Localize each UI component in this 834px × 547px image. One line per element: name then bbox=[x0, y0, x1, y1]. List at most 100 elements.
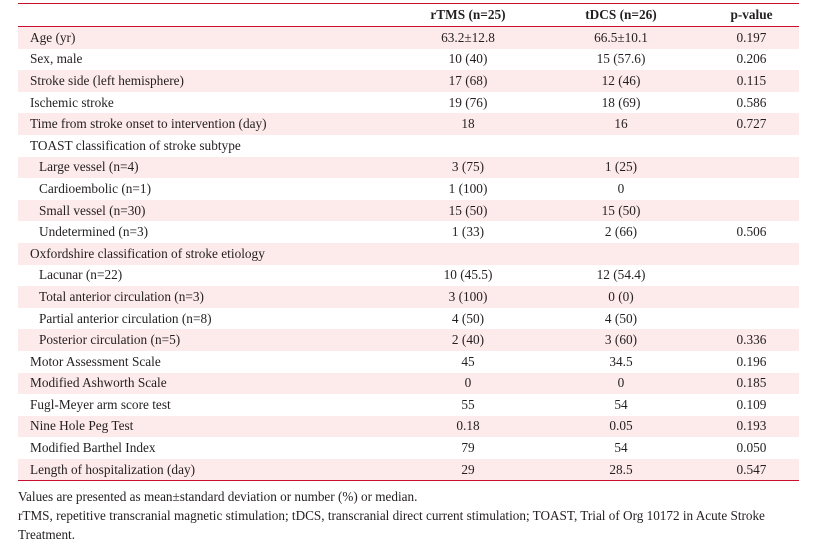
cell-rtms: 29 bbox=[461, 461, 475, 477]
baseline-characteristics-table: rTMS (n=25) tDCS (n=26) p-value Age (yr)… bbox=[18, 3, 799, 481]
cell-tdcs: 1 (25) bbox=[604, 159, 638, 175]
cell-rtms: 63.2±12.8 bbox=[441, 29, 495, 45]
cell-tdcs: 12 (46) bbox=[601, 72, 641, 88]
cell-p-value bbox=[684, 178, 799, 200]
cell-tdcs: 54 bbox=[614, 396, 628, 412]
cell-tdcs: 4 (50) bbox=[604, 310, 638, 326]
cell-p-value: 0.197 bbox=[736, 29, 767, 45]
table-row: Motor Assessment Scale 45 34.5 0.196 bbox=[18, 350, 799, 373]
cell-p-value: 0.109 bbox=[736, 396, 767, 412]
cell-tdcs: 54 bbox=[614, 440, 628, 456]
row-label: Total anterior circulation (n=3) bbox=[39, 288, 204, 304]
cell-rtms: 3 (100) bbox=[448, 288, 488, 304]
cell-p-value bbox=[684, 135, 799, 157]
row-label: Fugl-Meyer arm score test bbox=[30, 396, 171, 412]
cell-p-value: 0.547 bbox=[736, 461, 767, 477]
row-label: Large vessel (n=4) bbox=[39, 159, 139, 175]
cell-tdcs: 18 (69) bbox=[601, 94, 641, 110]
cell-tdcs: 0 bbox=[617, 375, 625, 391]
cell-rtms: 0 bbox=[464, 375, 472, 391]
cell-p-value bbox=[684, 157, 799, 179]
table-row: Oxfordshire classification of stroke eti… bbox=[18, 242, 799, 265]
cell-tdcs: 0 (0) bbox=[608, 288, 634, 304]
row-label: Undetermined (n=3) bbox=[39, 224, 149, 240]
table-row: Sex, male 10 (40) 15 (57.6) 0.206 bbox=[18, 48, 799, 71]
row-label: Length of hospitalization (day) bbox=[30, 461, 196, 477]
cell-rtms bbox=[366, 135, 534, 157]
cell-p-value bbox=[684, 200, 799, 222]
table-row: Total anterior circulation (n=3) 3 (100) 0… bbox=[18, 286, 799, 308]
table-row: Undetermined (n=3) 1 (33) 2 (66) 0.506 bbox=[18, 221, 799, 243]
cell-p-value: 0.196 bbox=[736, 353, 767, 369]
table-row: Ischemic stroke 19 (76) 18 (69) 0.586 bbox=[18, 91, 799, 114]
cell-rtms: 3 (75) bbox=[451, 159, 485, 175]
row-label: Age (yr) bbox=[30, 29, 76, 45]
cell-rtms: 15 (50) bbox=[448, 202, 488, 218]
cell-rtms: 17 (68) bbox=[448, 72, 488, 88]
cell-p-value bbox=[684, 286, 799, 308]
cell-rtms: 1 (33) bbox=[451, 224, 485, 240]
table-row: Posterior circulation (n=5) 2 (40) 3 (60) 0… bbox=[18, 329, 799, 351]
header-p-value: p-value bbox=[730, 7, 773, 22]
table-row: Modified Ashworth Scale 0 0 0.185 bbox=[18, 372, 799, 395]
cell-rtms: 19 (76) bbox=[448, 94, 488, 110]
cell-tdcs: 12 (54.4) bbox=[596, 267, 646, 283]
cell-rtms: 79 bbox=[461, 440, 475, 456]
row-label: Nine Hole Peg Test bbox=[30, 418, 134, 434]
cell-p-value: 0.727 bbox=[736, 116, 767, 132]
footnote-values: Values are presented as mean±standard de… bbox=[18, 489, 418, 504]
row-label: Partial anterior circulation (n=8) bbox=[39, 310, 212, 326]
table-body: Age (yr) 63.2±12.8 66.5±10.1 0.197 Sex, male… bbox=[18, 26, 799, 481]
header-row: rTMS (n=25) tDCS (n=26) p-value bbox=[18, 3, 799, 27]
cell-tdcs: 0.05 bbox=[609, 418, 633, 434]
cell-p-value: 0.586 bbox=[736, 94, 767, 110]
table-row: Age (yr) 63.2±12.8 66.5±10.1 0.197 bbox=[18, 26, 799, 49]
cell-tdcs: 15 (57.6) bbox=[596, 51, 646, 67]
cell-tdcs bbox=[534, 135, 684, 157]
table-header: rTMS (n=25) tDCS (n=26) p-value bbox=[18, 3, 799, 27]
row-label: Oxfordshire classification of stroke eti… bbox=[30, 245, 265, 261]
row-label: Lacunar (n=22) bbox=[39, 267, 123, 283]
table-row: Nine Hole Peg Test 0.18 0.05 0.193 bbox=[18, 415, 799, 438]
row-label: Motor Assessment Scale bbox=[30, 353, 161, 369]
cell-tdcs bbox=[534, 243, 684, 265]
row-label: Time from stroke onset to intervention (… bbox=[30, 116, 267, 132]
cell-tdcs: 15 (50) bbox=[601, 202, 641, 218]
table-footnotes: Values are presented as mean±standard de… bbox=[18, 487, 818, 544]
cell-p-value: 0.050 bbox=[736, 440, 767, 456]
cell-rtms: 0.18 bbox=[456, 418, 480, 434]
table-row: Length of hospitalization (day) 29 28.5 0.5… bbox=[18, 458, 799, 481]
table-row: Large vessel (n=4) 3 (75) 1 (25) bbox=[18, 156, 799, 179]
header-tdcs: tDCS (n=26) bbox=[585, 7, 657, 22]
cell-tdcs: 66.5±10.1 bbox=[594, 29, 648, 45]
row-label: Ischemic stroke bbox=[30, 94, 114, 110]
row-label: Sex, male bbox=[30, 51, 83, 67]
cell-tdcs: 28.5 bbox=[609, 461, 633, 477]
cell-tdcs: 34.5 bbox=[609, 353, 633, 369]
row-label: Modified Ashworth Scale bbox=[30, 375, 167, 391]
table-row: Modified Barthel Index 79 54 0.050 bbox=[18, 437, 799, 459]
table-row: Cardioembolic (n=1) 1 (100) 0 bbox=[18, 178, 799, 200]
cell-p-value: 0.336 bbox=[736, 332, 767, 348]
cell-tdcs: 16 bbox=[614, 116, 628, 132]
cell-p-value: 0.185 bbox=[736, 375, 767, 391]
row-label: Small vessel (n=30) bbox=[39, 202, 146, 218]
cell-rtms: 10 (40) bbox=[448, 51, 488, 67]
table-row: Lacunar (n=22) 10 (45.5) 12 (54.4) bbox=[18, 264, 799, 287]
row-label: Cardioembolic (n=1) bbox=[39, 180, 151, 196]
table-row: Time from stroke onset to intervention (… bbox=[18, 113, 799, 135]
table-row: Stroke side (left hemisphere) 17 (68) 12 (… bbox=[18, 70, 799, 92]
table-row: Small vessel (n=30) 15 (50) 15 (50) bbox=[18, 199, 799, 222]
cell-p-value: 0.206 bbox=[736, 51, 767, 67]
cell-rtms: 4 (50) bbox=[451, 310, 485, 326]
cell-rtms bbox=[366, 243, 534, 265]
row-label: Stroke side (left hemisphere) bbox=[30, 72, 184, 88]
header-rtms: rTMS (n=25) bbox=[430, 7, 506, 22]
cell-p-value bbox=[684, 308, 799, 330]
cell-p-value bbox=[684, 265, 799, 287]
cell-tdcs: 0 bbox=[617, 180, 625, 196]
cell-tdcs: 3 (60) bbox=[604, 332, 638, 348]
row-label: TOAST classification of stroke subtype bbox=[30, 137, 241, 153]
cell-p-value bbox=[684, 243, 799, 265]
header-variable bbox=[18, 4, 366, 27]
